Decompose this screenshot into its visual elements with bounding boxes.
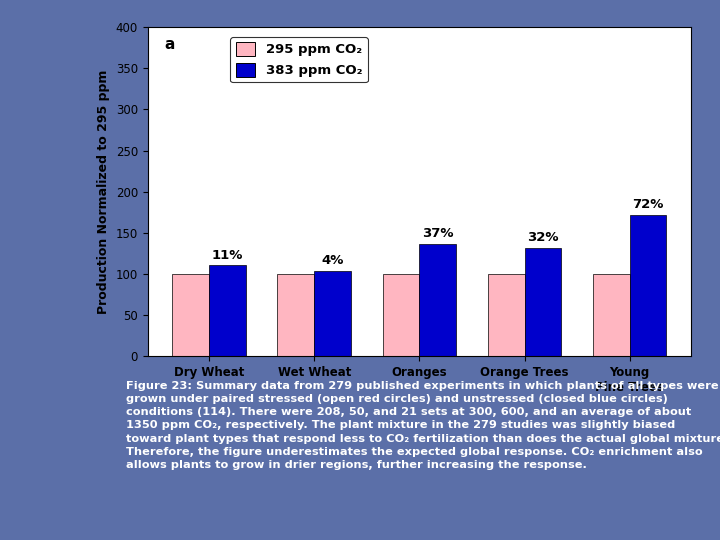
Text: 37%: 37% [422,227,454,240]
Text: 32%: 32% [527,232,559,245]
Bar [487,274,525,356]
Text: 4%: 4% [321,254,344,267]
Bar [419,244,456,356]
Text: 11%: 11% [212,249,243,262]
Bar [314,271,351,356]
Bar [172,274,209,356]
Bar [382,274,419,356]
Y-axis label: Production Normalized to 295 ppm: Production Normalized to 295 ppm [97,70,110,314]
Bar [525,248,562,356]
Text: 72%: 72% [632,199,664,212]
Text: a: a [164,37,174,52]
Legend: 295 ppm CO₂, 383 ppm CO₂: 295 ppm CO₂, 383 ppm CO₂ [230,37,368,83]
Bar [209,265,246,356]
Bar [277,274,314,356]
Bar [630,215,667,356]
Text: Figure 23: Summary data from 279 published experiments in which plants of all ty: Figure 23: Summary data from 279 publish… [126,381,720,470]
Bar [593,274,630,356]
